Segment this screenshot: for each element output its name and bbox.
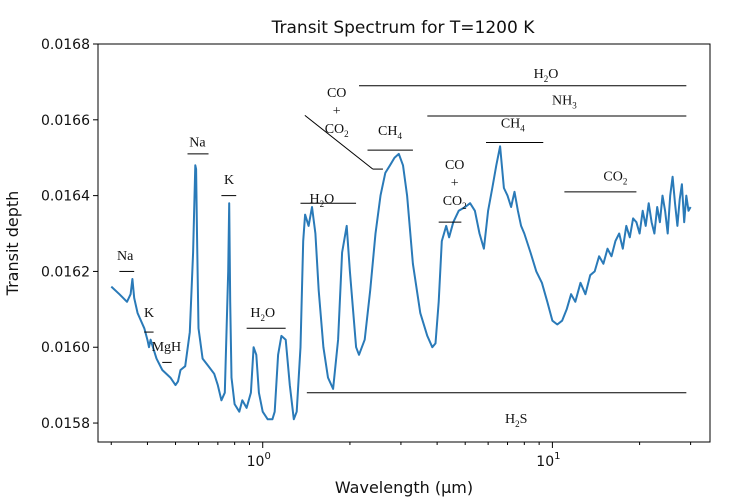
annotation-label: H2S xyxy=(505,412,527,429)
y-tick-label: 0.0162 xyxy=(41,264,90,280)
annotation-stack-line: CO2 xyxy=(325,122,349,139)
annotation-stack-line: + xyxy=(451,176,459,191)
annotation-stack-line: CO xyxy=(445,158,464,173)
series-layer xyxy=(110,145,692,421)
x-tick-label: 101 xyxy=(536,451,560,470)
plot-frame xyxy=(97,43,711,443)
annotation-stack-line: + xyxy=(333,104,341,119)
annotation-stack-line: CO xyxy=(327,86,346,101)
spectrum-line xyxy=(110,145,692,421)
x-axis-label: Wavelength (μm) xyxy=(335,478,473,497)
annotation-label: CH4 xyxy=(501,116,525,133)
y-tick-label: 0.0168 xyxy=(41,37,90,53)
chart-title: Transit Spectrum for T=1200 K xyxy=(271,18,536,38)
annotation-label: Na xyxy=(189,135,206,150)
x-tick-label: 100 xyxy=(247,451,271,470)
y-tick-label: 0.0160 xyxy=(41,340,90,356)
annotation-label: CH4 xyxy=(378,124,402,141)
annotation-stack-line: CO2 xyxy=(443,194,467,211)
annotation-label: K xyxy=(224,173,234,188)
annotation-pointer xyxy=(304,114,374,170)
x-axis-ticks: 100 101 xyxy=(110,442,692,470)
annotation-label: MgH xyxy=(152,340,182,355)
y-tick-label: 0.0158 xyxy=(41,416,90,432)
annotation-label: H2O xyxy=(250,306,275,323)
annotation-label: NH3 xyxy=(552,94,577,111)
y-axis-ticks: 0.0158 0.0160 0.0162 0.0164 0.0166 0.0168 xyxy=(41,37,98,432)
y-tick-label: 0.0164 xyxy=(41,189,90,205)
annotation-label: K xyxy=(144,306,154,321)
annotations-layer: Na K MgH Na K H2O H2O CH4 CH4 CO2 H2O NH3 H2S CO + CO2 C… xyxy=(117,67,687,429)
annotation-label: Na xyxy=(117,249,134,264)
annotation-label: H2O xyxy=(309,192,334,209)
annotation-label: H2O xyxy=(534,67,559,84)
annotation-label: CO2 xyxy=(603,169,627,186)
y-tick-label: 0.0166 xyxy=(41,113,90,129)
y-axis-label: Transit depth xyxy=(3,191,22,297)
